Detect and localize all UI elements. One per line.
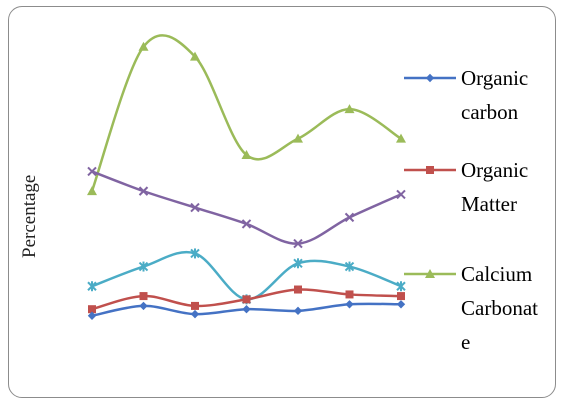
series-3-point-4 (293, 238, 303, 249)
series-2-point-1 (138, 41, 149, 51)
series-0-point-4 (293, 306, 303, 316)
legend-marker-2 (425, 269, 435, 278)
legend-marker-0 (425, 73, 435, 83)
series-3-point-6 (396, 189, 406, 200)
series-1-point-1 (139, 292, 148, 301)
chart-frame (8, 6, 556, 398)
series-2-point-4 (293, 133, 303, 143)
series-0-point-2 (190, 309, 200, 319)
series-3-point-0 (87, 166, 97, 177)
series-3-point-1 (138, 186, 149, 196)
series-1-point-3 (242, 295, 251, 304)
series-4-point-0 (87, 281, 97, 292)
series-2-line (90, 34, 402, 192)
series-2-point-3 (241, 150, 252, 160)
legend-label-2-1: Carbonat (461, 296, 538, 320)
series-3-point-0-stroke-b (87, 166, 97, 177)
plot-area (87, 34, 406, 320)
series-2-point-6 (396, 133, 406, 143)
series-3-point-2 (190, 202, 200, 213)
series-0-point-3 (242, 305, 251, 314)
legend-label-1-0: Organic (461, 158, 528, 182)
series-0-point-0 (87, 311, 97, 320)
series-3-point-1-stroke-b (138, 186, 149, 196)
series-1-point-5 (345, 290, 354, 299)
series-3-point-5 (344, 212, 355, 223)
series-3-point-2-stroke-b (190, 202, 200, 213)
series-0-point-5 (345, 300, 354, 309)
series-3-line (91, 170, 402, 245)
legend-label-2-2: e (461, 330, 470, 354)
series-2-point-2 (190, 51, 200, 61)
legend-label-2-0: Calcium (461, 262, 532, 286)
series-4-point-1 (138, 261, 149, 272)
series-3-point-3 (241, 219, 252, 229)
legend-label-0-0: Organic (461, 66, 528, 90)
series-3-point-4-stroke-b (293, 238, 303, 249)
series-2-point-5 (344, 104, 355, 114)
legend-marker-1 (426, 166, 434, 174)
series-4-point-5 (344, 261, 355, 272)
y-axis-label: Percentage (19, 174, 40, 258)
series-1-point-2 (191, 301, 199, 310)
series-1-point-0 (88, 305, 96, 314)
series-1-point-6 (397, 292, 405, 301)
series-4-point-4 (293, 258, 303, 269)
series-0-point-6 (396, 300, 406, 309)
series-4-point-2 (190, 248, 200, 259)
series-4-point-6 (396, 281, 406, 292)
legend-label-0-1: carbon (461, 100, 519, 124)
series-2-point-0 (87, 186, 97, 196)
series-3-point-3-stroke-b (241, 219, 252, 229)
legend-label-1-1: Matter (461, 192, 517, 216)
series-1-point-4 (294, 285, 302, 294)
series-4-line (91, 250, 402, 301)
legend: Organic carbon Organic Matter Calcium Carbona… (404, 66, 538, 354)
series-3-point-5-stroke-b (344, 212, 355, 223)
series-0-point-1 (139, 301, 148, 311)
series-3-point-6-stroke-b (396, 189, 406, 200)
